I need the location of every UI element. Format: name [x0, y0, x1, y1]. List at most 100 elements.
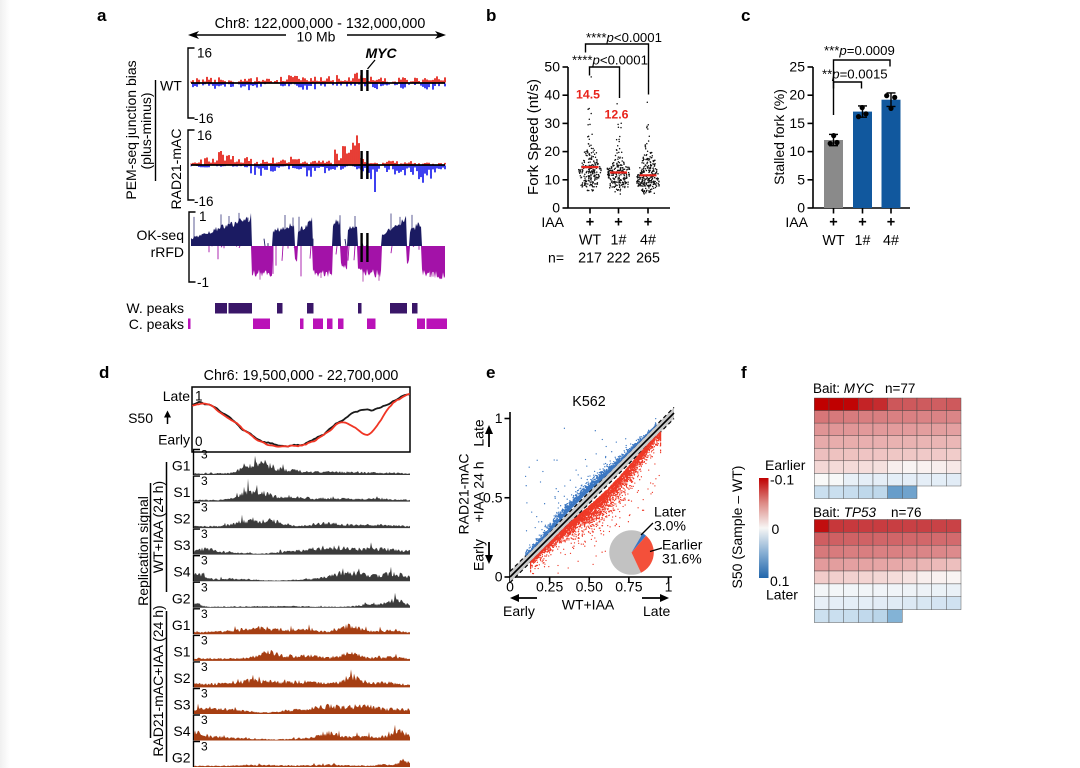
- svg-text:Late: Late: [643, 603, 670, 619]
- svg-text:Early: Early: [470, 539, 486, 571]
- svg-text:-16: -16: [194, 111, 214, 126]
- svg-text:1: 1: [495, 410, 503, 426]
- svg-text:265: 265: [636, 251, 660, 267]
- svg-text:Chr6: 19,500,000 - 22,700,000: Chr6: 19,500,000 - 22,700,000: [204, 368, 399, 384]
- svg-text:WT+IAA (24 h): WT+IAA (24 h): [150, 481, 166, 573]
- svg-text:c: c: [741, 6, 750, 25]
- svg-text:a: a: [97, 6, 107, 25]
- svg-text:0: 0: [797, 200, 805, 216]
- svg-text:0.1: 0.1: [770, 573, 790, 589]
- svg-text:S4: S4: [173, 723, 190, 739]
- svg-text:G1: G1: [172, 617, 191, 633]
- svg-text:16: 16: [197, 128, 212, 143]
- svg-text:0: 0: [506, 579, 514, 595]
- svg-text:3: 3: [201, 527, 208, 541]
- svg-text:Late: Late: [163, 388, 190, 404]
- svg-text:d: d: [99, 363, 109, 382]
- svg-text:3: 3: [201, 580, 208, 594]
- svg-text:+: +: [586, 215, 594, 231]
- svg-text:Later: Later: [654, 504, 686, 520]
- svg-text:3: 3: [201, 660, 208, 674]
- svg-text:10: 10: [789, 143, 805, 159]
- svg-text:217: 217: [578, 251, 602, 267]
- svg-text:b: b: [486, 6, 496, 25]
- svg-text:Earlier: Earlier: [765, 457, 806, 473]
- svg-text:1: 1: [665, 579, 673, 595]
- svg-text:20: 20: [789, 87, 805, 103]
- svg-text:RAD21-mAC: RAD21-mAC: [168, 129, 184, 210]
- svg-text:40: 40: [544, 87, 560, 103]
- svg-text:3: 3: [201, 448, 208, 462]
- svg-text:3: 3: [201, 686, 208, 700]
- svg-text:0.5: 0.5: [483, 489, 503, 505]
- svg-text:31.6%: 31.6%: [662, 551, 702, 567]
- svg-text:****p<0.0001: ****p<0.0001: [572, 53, 648, 68]
- svg-text:C. peaks: C. peaks: [129, 316, 184, 332]
- svg-text:1#: 1#: [855, 233, 871, 249]
- svg-text:+: +: [829, 215, 837, 231]
- svg-text:G2: G2: [172, 590, 191, 606]
- svg-text:IAA: IAA: [541, 214, 564, 230]
- svg-text:+IAA 24 h: +IAA 24 h: [470, 461, 486, 522]
- svg-text:0: 0: [495, 569, 503, 585]
- svg-text:-16: -16: [194, 194, 214, 209]
- svg-text:16: 16: [197, 46, 212, 61]
- svg-text:15: 15: [789, 115, 805, 131]
- svg-text:MYC: MYC: [365, 45, 397, 61]
- svg-text:IAA: IAA: [785, 214, 808, 230]
- svg-text:OK-seq: OK-seq: [137, 227, 184, 243]
- svg-text:S4: S4: [173, 564, 190, 580]
- svg-text:0: 0: [195, 434, 203, 449]
- svg-text:14.5: 14.5: [576, 88, 600, 102]
- svg-text:30: 30: [544, 115, 560, 131]
- svg-text:S1: S1: [173, 484, 190, 500]
- svg-text:-1: -1: [197, 275, 209, 290]
- svg-text:PEM-seq junction bias: PEM-seq junction bias: [123, 60, 139, 199]
- svg-text:W. peaks: W. peaks: [126, 300, 184, 316]
- svg-text:3.0%: 3.0%: [654, 518, 686, 534]
- svg-text:222: 222: [607, 251, 631, 267]
- svg-text:WT: WT: [160, 78, 182, 94]
- svg-text:Earlier: Earlier: [662, 537, 703, 553]
- svg-text:S2: S2: [173, 670, 190, 686]
- svg-text:0.75: 0.75: [615, 579, 642, 595]
- svg-text:Stalled fork (%): Stalled fork (%): [771, 89, 787, 185]
- svg-text:3: 3: [201, 633, 208, 647]
- svg-text:***p=0.0009: ***p=0.0009: [824, 43, 895, 58]
- svg-text:+: +: [644, 215, 652, 231]
- svg-text:-0.1: -0.1: [770, 472, 794, 488]
- svg-text:4#: 4#: [883, 233, 899, 249]
- svg-text:1#: 1#: [611, 233, 627, 249]
- svg-text:RAD21-mAC+IAA (24 h): RAD21-mAC+IAA (24 h): [150, 605, 166, 756]
- svg-text:Chr8: 122,000,000 - 132,000,00: Chr8: 122,000,000 - 132,000,000: [215, 16, 426, 32]
- svg-text:1: 1: [195, 389, 203, 404]
- svg-text:G1: G1: [172, 458, 191, 474]
- svg-text:50: 50: [544, 59, 560, 75]
- svg-text:WT+IAA: WT+IAA: [562, 597, 615, 613]
- svg-text:3: 3: [201, 607, 208, 621]
- svg-text:G2: G2: [172, 750, 191, 766]
- svg-text:f: f: [741, 363, 747, 382]
- svg-text:Early: Early: [158, 432, 190, 448]
- svg-text:0: 0: [772, 521, 780, 537]
- svg-text:Late: Late: [470, 419, 486, 446]
- svg-text:Bait: TP53 n=76: Bait: TP53 n=76: [813, 505, 921, 520]
- svg-text:**p=0.0015: **p=0.0015: [822, 67, 888, 82]
- svg-text:25: 25: [789, 59, 805, 75]
- svg-text:+: +: [887, 215, 895, 231]
- svg-text:****p<0.0001: ****p<0.0001: [586, 30, 662, 45]
- svg-text:+: +: [858, 215, 866, 231]
- svg-text:S3: S3: [173, 537, 190, 553]
- svg-text:10: 10: [544, 171, 560, 187]
- svg-text:WT: WT: [822, 233, 844, 249]
- svg-text:0.50: 0.50: [576, 579, 603, 595]
- svg-text:(plus-minus): (plus-minus): [138, 92, 154, 169]
- svg-text:20: 20: [544, 143, 560, 159]
- svg-text:+: +: [614, 215, 622, 231]
- svg-text:K562: K562: [572, 394, 605, 410]
- svg-text:S1: S1: [173, 643, 190, 659]
- svg-text:Fork Speed (nt/s): Fork Speed (nt/s): [525, 79, 542, 195]
- svg-text:4#: 4#: [640, 233, 656, 249]
- svg-text:S50 (Sample – WT): S50 (Sample – WT): [729, 466, 745, 589]
- svg-text:S3: S3: [173, 696, 190, 712]
